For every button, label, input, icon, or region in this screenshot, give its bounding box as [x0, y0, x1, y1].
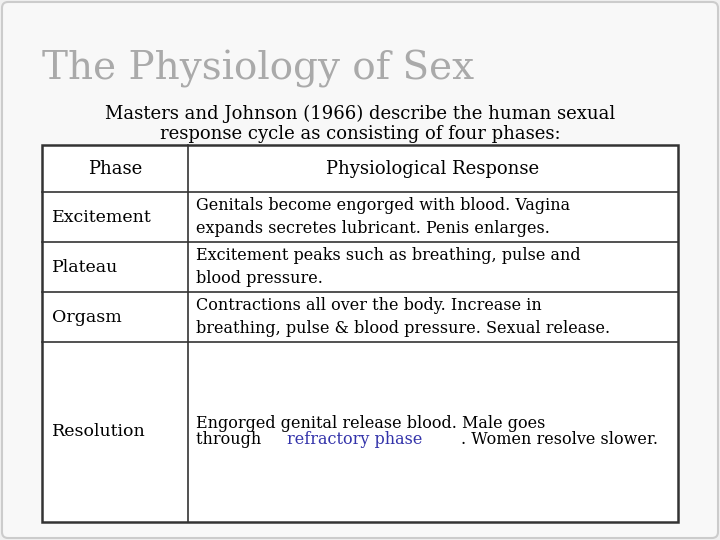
Text: Physiological Response: Physiological Response	[326, 159, 539, 178]
Bar	[42, 145, 678, 522]
Text: Phase: Phase	[88, 159, 142, 178]
Text: Resolution: Resolution	[52, 423, 145, 441]
Text: refractory phase: refractory phase	[287, 431, 422, 449]
Text: Excitement: Excitement	[52, 208, 152, 226]
Text: Contractions all over the body. Increase in
breathing, pulse & blood pressure. S: Contractions all over the body. Increase…	[196, 297, 610, 338]
Text: response cycle as consisting of four phases:: response cycle as consisting of four pha…	[160, 125, 560, 143]
Text: Engorged genital release blood. Male goes: Engorged genital release blood. Male goe…	[196, 415, 545, 433]
Text: . Women resolve slower.: . Women resolve slower.	[462, 431, 659, 449]
Text: The Physiology of Sex: The Physiology of Sex	[42, 50, 474, 88]
Text: Orgasm: Orgasm	[52, 308, 122, 326]
Text: Genitals become engorged with blood. Vagina
expands secretes lubricant. Penis en: Genitals become engorged with blood. Vag…	[196, 197, 570, 237]
Text: through: through	[196, 431, 266, 449]
Text: Masters and Johnson (1966) describe the human sexual: Masters and Johnson (1966) describe the …	[105, 105, 615, 123]
Text: Excitement peaks such as breathing, pulse and
blood pressure.: Excitement peaks such as breathing, puls…	[196, 247, 580, 287]
Text: Plateau: Plateau	[52, 259, 118, 275]
